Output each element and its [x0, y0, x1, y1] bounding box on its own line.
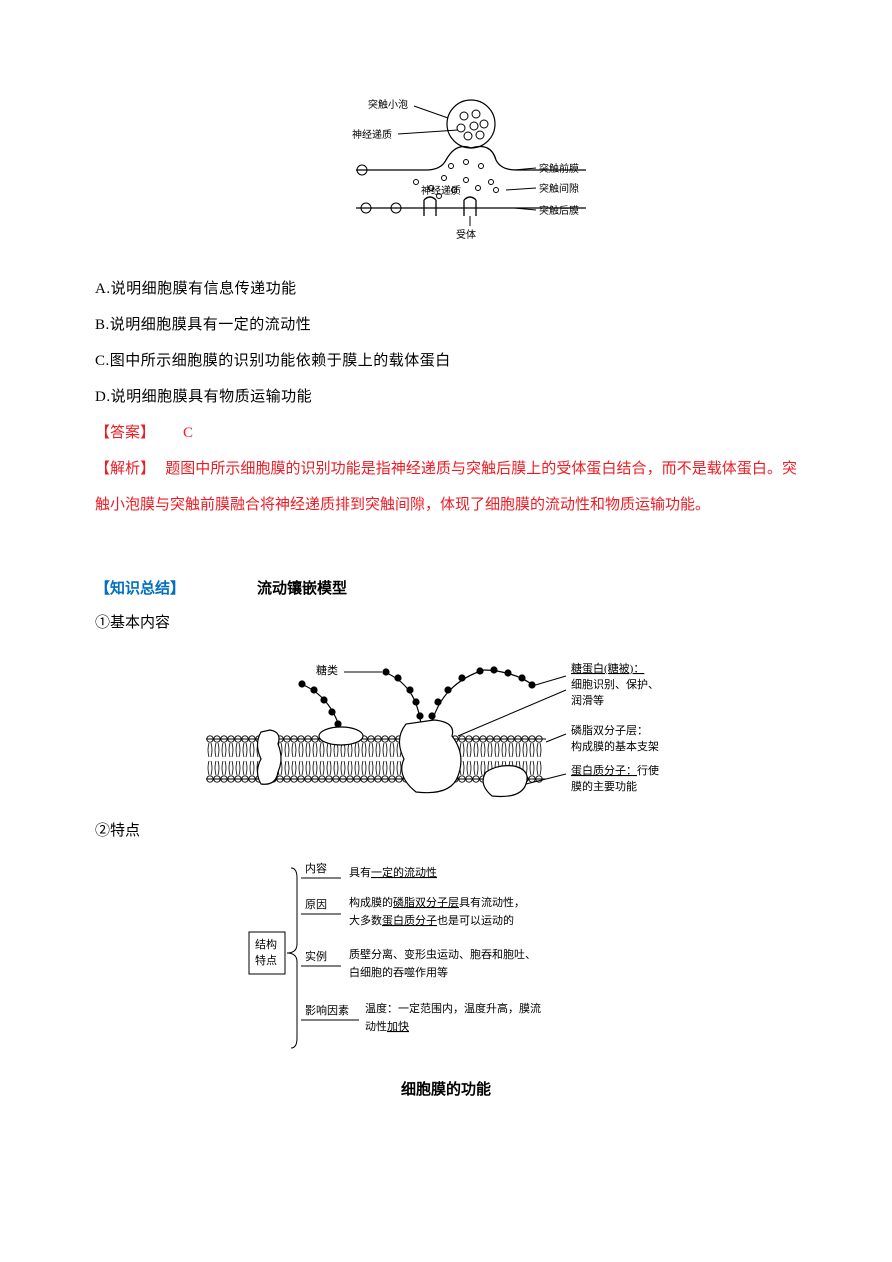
feat-b2-l2: 大多数蛋白质分子也是可以运动的 [349, 913, 514, 927]
feat-box-2: 特点 [255, 953, 277, 967]
knowledge-header: 【知识总结】 流动镶嵌模型 [95, 571, 797, 607]
mem-protein-title: 蛋白质分子：行使 [571, 763, 659, 777]
bottom-title: 细胞膜的功能 [95, 1078, 797, 1099]
answer-label: 【答案】 [95, 415, 155, 451]
mem-glyco-title: 糖蛋白(糖被)： [571, 661, 644, 675]
feat-b2-l1: 构成膜的磷脂双分子层具有流动性， [349, 895, 525, 909]
mem-bilayer-desc: 构成膜的基本支架 [571, 739, 659, 753]
feat-b1-text: 具有一定的流动性 [349, 865, 437, 879]
feat-b3-l1: 质壁分离、变形虫运动、胞吞和胞吐、 [349, 947, 536, 961]
feat-b4-label: 影响因素 [305, 1004, 349, 1017]
feat-b4-l1: 温度：一定范围内，温度升高，膜流 [365, 1001, 541, 1015]
option-a: A.说明细胞膜有信息传递功能 [95, 271, 797, 307]
option-b: B.说明细胞膜具有一定的流动性 [95, 307, 797, 343]
feat-b1-label: 内容 [305, 861, 327, 875]
label-pre-membrane: 突触前膜 [539, 162, 579, 175]
mem-protein-desc: 膜的主要功能 [571, 779, 637, 793]
mem-sugar: 糖类 [316, 663, 338, 677]
knowledge-label: 【知识总结】 [95, 571, 185, 607]
label-post-membrane: 突触后膜 [539, 204, 579, 217]
mem-glyco-d1: 细胞识别、保护、 [571, 677, 659, 691]
feat-b4-l2: 动性加快 [365, 1019, 409, 1033]
option-c: C.图中所示细胞膜的识别功能依赖于膜上的载体蛋白 [95, 343, 797, 379]
option-d: D.说明细胞膜具有物质运输功能 [95, 379, 797, 415]
mem-bilayer-title: 磷脂双分子层： [571, 723, 648, 737]
feat-b3-label: 实例 [305, 949, 327, 963]
feat-b2-label: 原因 [305, 898, 327, 911]
mem-glyco-d2: 润滑等 [571, 693, 604, 707]
knowledge-title: 流动镶嵌模型 [257, 571, 347, 607]
sub2: ②特点 [95, 815, 797, 848]
explanation: 【解析】题图中所示细胞膜的识别功能是指神经递质与突触后膜上的受体蛋白结合，而不是… [95, 451, 797, 523]
feat-box-1: 结构 [255, 937, 277, 951]
answer-row: 【答案】 C [95, 415, 797, 451]
sub1: ①基本内容 [95, 607, 797, 640]
explain-label: 【解析】 [95, 461, 155, 477]
synapse-diagram: 突触小泡 神经递质 [95, 90, 797, 253]
label-vesicle: 突触小泡 [368, 98, 408, 111]
feat-b3-l2: 白细胞的吞噬作用等 [349, 965, 448, 979]
explain-text: 题图中所示细胞膜的识别功能是指神经递质与突触后膜上的受体蛋白结合，而不是载体蛋白… [95, 461, 797, 513]
label-neurotrans-mid: 神经递质 [421, 184, 461, 197]
membrane-diagram: 糖类 糖蛋白(糖被)： 细胞识别、保护、 润滑等 磷脂双分子层： 构成膜的基本支… [95, 644, 797, 809]
feature-tree: 结构 特点 内容 具有一定的流动性 原因 构成膜的磷脂双分子层具有流动性， 大多… [95, 850, 797, 1060]
answer-value: C [183, 415, 193, 451]
label-neurotrans-top: 神经递质 [352, 128, 392, 141]
label-cleft: 突触间隙 [539, 182, 579, 195]
label-receptor: 受体 [456, 229, 476, 241]
